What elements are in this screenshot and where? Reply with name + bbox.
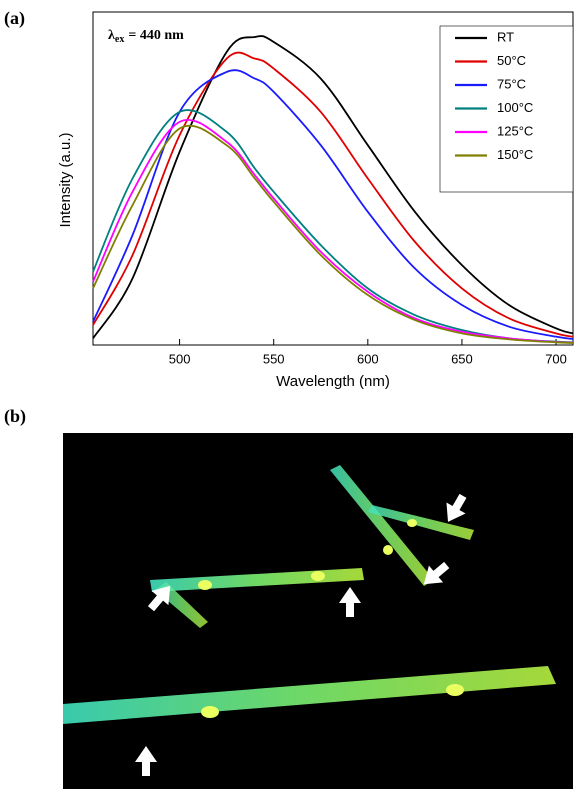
x-tick-label: 550 <box>263 351 285 366</box>
series-line <box>92 51 574 338</box>
arrow <box>446 493 467 522</box>
panel-label: (a) <box>4 8 25 29</box>
legend-label: 150°C <box>497 147 533 162</box>
arrow <box>423 561 450 585</box>
x-axis-label: Wavelength (nm) <box>276 373 390 390</box>
legend-label: 100°C <box>497 100 533 115</box>
annotation: λex = 440 nm <box>108 28 184 45</box>
arrow <box>339 587 361 617</box>
rod <box>330 465 434 586</box>
glow <box>311 571 325 581</box>
legend-label: RT <box>497 29 514 44</box>
x-tick-label: 650 <box>451 351 473 366</box>
arrow <box>147 585 171 612</box>
x-tick-label: 500 <box>169 351 191 366</box>
photo <box>63 433 573 789</box>
series-line <box>92 35 574 339</box>
legend-label: 75°C <box>497 76 526 91</box>
legend: RT 50°C 75°C 100°C 125°C 150°C <box>455 29 533 162</box>
annotation-text: = 440 nm <box>128 28 184 43</box>
rod <box>368 505 474 540</box>
glow <box>198 580 212 590</box>
plot-area: 500 550 600 650 700 <box>92 35 574 366</box>
glow <box>446 684 464 696</box>
photo-background <box>63 433 573 789</box>
rod <box>63 666 556 724</box>
annotation-subscript: ex <box>115 34 124 45</box>
arrow <box>135 746 157 776</box>
glow <box>407 519 417 527</box>
panel-label: (b) <box>4 406 26 427</box>
x-tick-label: 700 <box>545 351 567 366</box>
series-line <box>92 124 574 344</box>
x-tick-label: 600 <box>357 351 379 366</box>
annotation-symbol: λ <box>108 28 115 43</box>
glow <box>201 706 219 718</box>
series-line <box>92 69 574 340</box>
series-line <box>92 119 574 344</box>
legend-label: 125°C <box>497 123 533 138</box>
legend-label: 50°C <box>497 53 526 68</box>
glow <box>383 545 393 555</box>
y-axis-label: Intensity (a.u.) <box>57 132 74 227</box>
